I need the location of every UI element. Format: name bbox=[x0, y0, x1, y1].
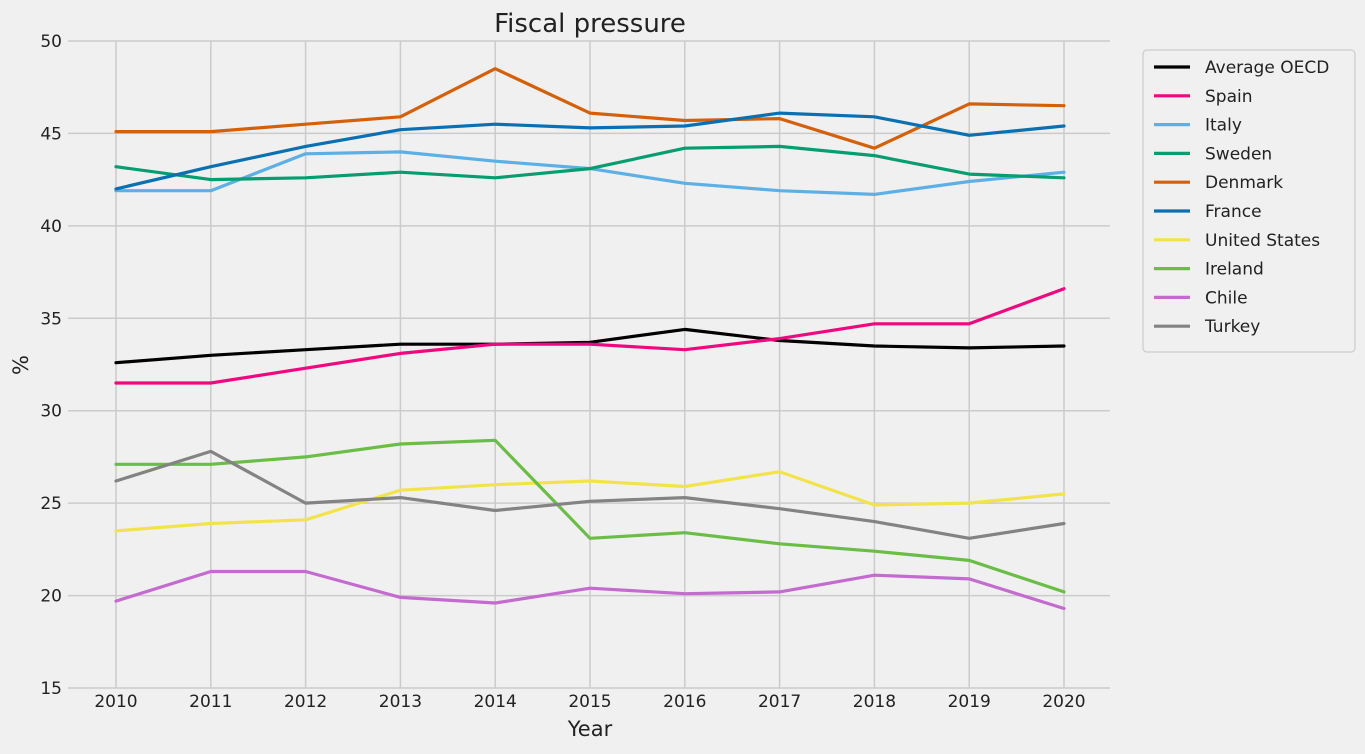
chart-title: Fiscal pressure bbox=[494, 9, 686, 39]
y-tick-label: 40 bbox=[40, 217, 62, 237]
series-line-chile bbox=[114, 569, 1066, 611]
x-tick-label: 2018 bbox=[853, 692, 896, 712]
series-line-spain bbox=[114, 287, 1066, 385]
grid bbox=[68, 40, 1110, 689]
legend: Average OECD Spain Italy Sweden Denmark Franc… bbox=[1142, 49, 1356, 353]
legend-label: United States bbox=[1205, 231, 1320, 251]
series-line-ireland bbox=[114, 438, 1066, 594]
axes: 2010 2011 2012 2013 2014 2015 2016 2017 2018 2019… bbox=[40, 32, 1085, 712]
y-tick-label: 20 bbox=[40, 587, 62, 607]
x-axis-label: Year bbox=[567, 717, 613, 741]
x-tick-label: 2014 bbox=[474, 692, 517, 712]
x-tick-label: 2020 bbox=[1042, 692, 1085, 712]
series-line-sweden bbox=[114, 144, 1066, 182]
y-tick-label: 15 bbox=[40, 679, 62, 699]
x-tick-label: 2013 bbox=[379, 692, 422, 712]
legend-label: Italy bbox=[1205, 116, 1242, 136]
x-tick-label: 2015 bbox=[568, 692, 611, 712]
x-tick-label: 2019 bbox=[948, 692, 991, 712]
legend-box bbox=[1142, 49, 1356, 353]
x-tick-label: 2011 bbox=[189, 692, 232, 712]
legend-label: Denmark bbox=[1205, 173, 1283, 193]
x-tick-label: 2016 bbox=[663, 692, 706, 712]
series-lines bbox=[114, 67, 1066, 611]
legend-label: Sweden bbox=[1205, 144, 1272, 164]
series-line-turkey bbox=[114, 449, 1066, 540]
y-axis-label: % bbox=[9, 355, 33, 375]
series-line-united-states bbox=[114, 470, 1066, 533]
legend-label: Spain bbox=[1205, 87, 1253, 107]
y-tick-label: 50 bbox=[40, 32, 62, 52]
x-tick-label: 2012 bbox=[284, 692, 327, 712]
legend-label: Turkey bbox=[1204, 317, 1260, 337]
legend-label: France bbox=[1205, 202, 1262, 222]
y-tick-label: 35 bbox=[40, 309, 62, 329]
legend-label: Ireland bbox=[1205, 260, 1264, 280]
legend-label: Average OECD bbox=[1205, 58, 1329, 78]
y-tick-label: 45 bbox=[40, 124, 62, 144]
series-line-average-oecd bbox=[114, 327, 1066, 365]
x-tick-label: 2010 bbox=[94, 692, 137, 712]
legend-label: Chile bbox=[1205, 288, 1248, 308]
series-line-france bbox=[114, 111, 1066, 191]
series-line-denmark bbox=[114, 67, 1066, 150]
x-tick-label: 2017 bbox=[758, 692, 801, 712]
y-tick-label: 25 bbox=[40, 494, 62, 514]
y-tick-label: 30 bbox=[40, 402, 62, 422]
